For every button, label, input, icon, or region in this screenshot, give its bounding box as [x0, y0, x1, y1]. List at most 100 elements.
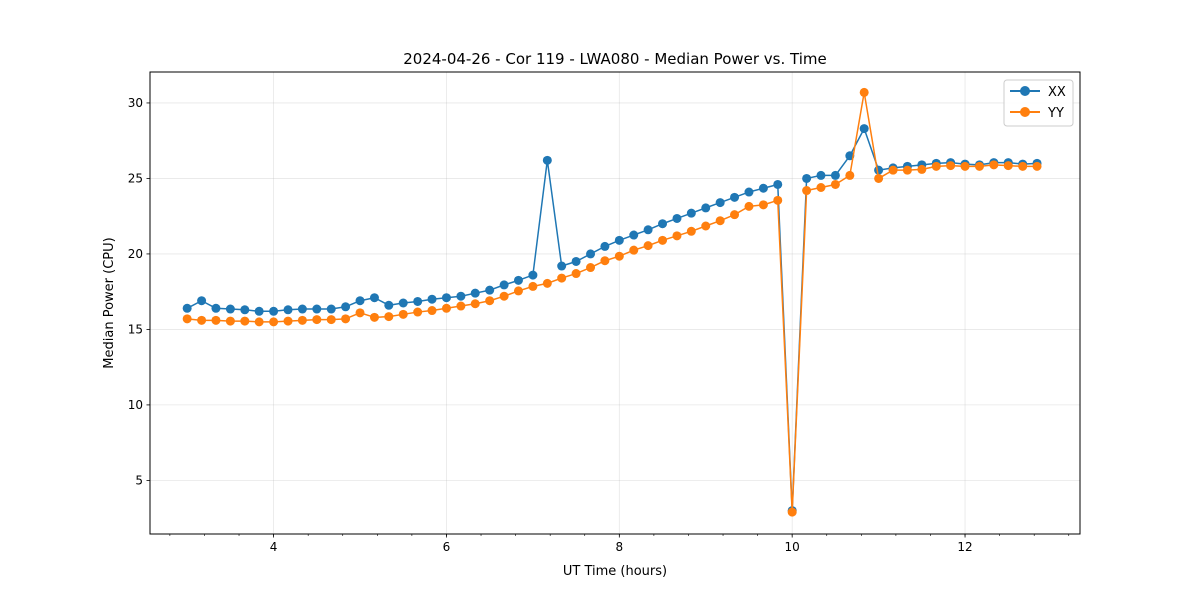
series-xx-point — [355, 296, 365, 306]
series-yy-point — [974, 161, 984, 171]
series-yy-point — [528, 281, 538, 291]
series-yy-point — [888, 165, 898, 175]
series-xx-point — [874, 165, 884, 175]
legend-yy-label: YY — [1047, 106, 1064, 121]
series-xx-point — [211, 303, 221, 313]
series-yy-point — [269, 317, 279, 327]
series-xx-point — [413, 296, 423, 306]
series-xx-point — [254, 306, 264, 316]
series-layer — [182, 87, 1042, 517]
series-xx-point — [240, 305, 250, 315]
series-yy-point — [254, 317, 264, 327]
series-xx-point — [557, 261, 567, 271]
legend-xx-marker — [1020, 86, 1030, 96]
series-yy-point — [341, 314, 351, 324]
series-yy-point — [240, 316, 250, 326]
y-tick-label: 10 — [128, 398, 143, 412]
y-tick-label: 20 — [128, 247, 143, 261]
series-xx-point — [269, 306, 279, 316]
series-yy-point — [586, 263, 596, 273]
series-yy-point — [629, 245, 639, 255]
series-xx-point — [456, 291, 466, 301]
series-xx-point — [225, 304, 235, 314]
series-yy-point — [384, 312, 394, 322]
series-xx-point — [326, 304, 336, 314]
series-yy-point — [571, 269, 581, 279]
series-yy-point — [557, 273, 567, 283]
series-xx-point — [859, 124, 869, 134]
series-yy-point — [600, 256, 610, 266]
series-yy-point — [470, 299, 480, 309]
series-xx-point — [197, 296, 207, 306]
series-xx-point — [802, 173, 812, 183]
series-yy-point — [859, 87, 869, 97]
series-xx-point — [398, 298, 408, 308]
legend: XX YY — [1003, 79, 1074, 127]
series-yy-point — [283, 316, 293, 326]
series-xx-point — [427, 294, 437, 304]
series-xx-point — [830, 170, 840, 180]
series-xx-point — [499, 280, 509, 290]
series-xx-point — [730, 192, 740, 202]
series-xx-point — [715, 198, 725, 208]
series-xx-point — [643, 225, 653, 235]
series-xx-point — [672, 213, 682, 223]
series-yy-point — [989, 160, 999, 170]
chart-title: 2024-04-26 - Cor 119 - LWA080 - Median P… — [403, 50, 827, 68]
series-xx-point — [600, 241, 610, 251]
ticks: 4 6 8 10 12 5 10 15 20 25 30 — [128, 96, 1070, 554]
series-xx-point — [571, 256, 581, 266]
series-yy-point — [672, 231, 682, 241]
series-yy-point — [211, 315, 221, 325]
series-xx-point — [629, 230, 639, 240]
y-tick-label: 30 — [128, 96, 143, 110]
series-yy-point — [542, 278, 552, 288]
series-xx-point — [182, 303, 192, 313]
series-yy-point — [686, 226, 696, 236]
legend-xx-label: XX — [1048, 85, 1066, 100]
series-xx-point — [542, 155, 552, 165]
series-yy-point — [701, 221, 711, 231]
y-tick-label: 15 — [128, 322, 143, 336]
grid — [150, 72, 1080, 534]
series-xx-point — [485, 285, 495, 295]
series-xx-point — [283, 305, 293, 315]
series-yy-point — [499, 291, 509, 301]
series-yy-point — [485, 296, 495, 306]
series-yy-point — [946, 161, 956, 171]
series-xx-point — [470, 288, 480, 298]
series-yy-point — [845, 170, 855, 180]
series-xx-point — [341, 302, 351, 312]
series-xx-point — [297, 304, 307, 314]
series-yy-point — [744, 201, 754, 211]
series-yy-point — [931, 161, 941, 171]
series-yy-point — [802, 186, 812, 196]
x-tick-label: 4 — [270, 540, 278, 554]
y-axis-label: Median Power (CPU) — [102, 237, 117, 368]
series-yy-point — [917, 164, 927, 174]
series-xx-point — [586, 249, 596, 259]
series-xx-point — [614, 235, 624, 245]
series-yy-point — [369, 312, 379, 322]
series-xx-point — [384, 300, 394, 310]
series-xx-point — [513, 275, 523, 285]
y-tick-label: 5 — [135, 473, 143, 487]
series-xx-point — [773, 179, 783, 189]
series-yy-point — [441, 303, 451, 313]
series-yy-point — [1003, 161, 1013, 171]
series-yy-point — [643, 241, 653, 251]
series-yy-point — [297, 315, 307, 325]
series-yy-point — [787, 507, 797, 517]
series-yy-point — [456, 301, 466, 311]
series-yy-point — [816, 183, 826, 192]
series-yy-point — [874, 173, 884, 183]
x-tick-label: 12 — [957, 540, 972, 554]
series-xx-point — [816, 170, 826, 180]
series-yy-point — [355, 308, 365, 318]
series-yy-point — [715, 216, 725, 226]
series-yy-point — [312, 315, 322, 325]
series-yy-point — [513, 286, 523, 296]
series-yy-point — [1032, 161, 1042, 171]
series-yy-point — [960, 161, 970, 171]
x-tick-label: 6 — [443, 540, 451, 554]
